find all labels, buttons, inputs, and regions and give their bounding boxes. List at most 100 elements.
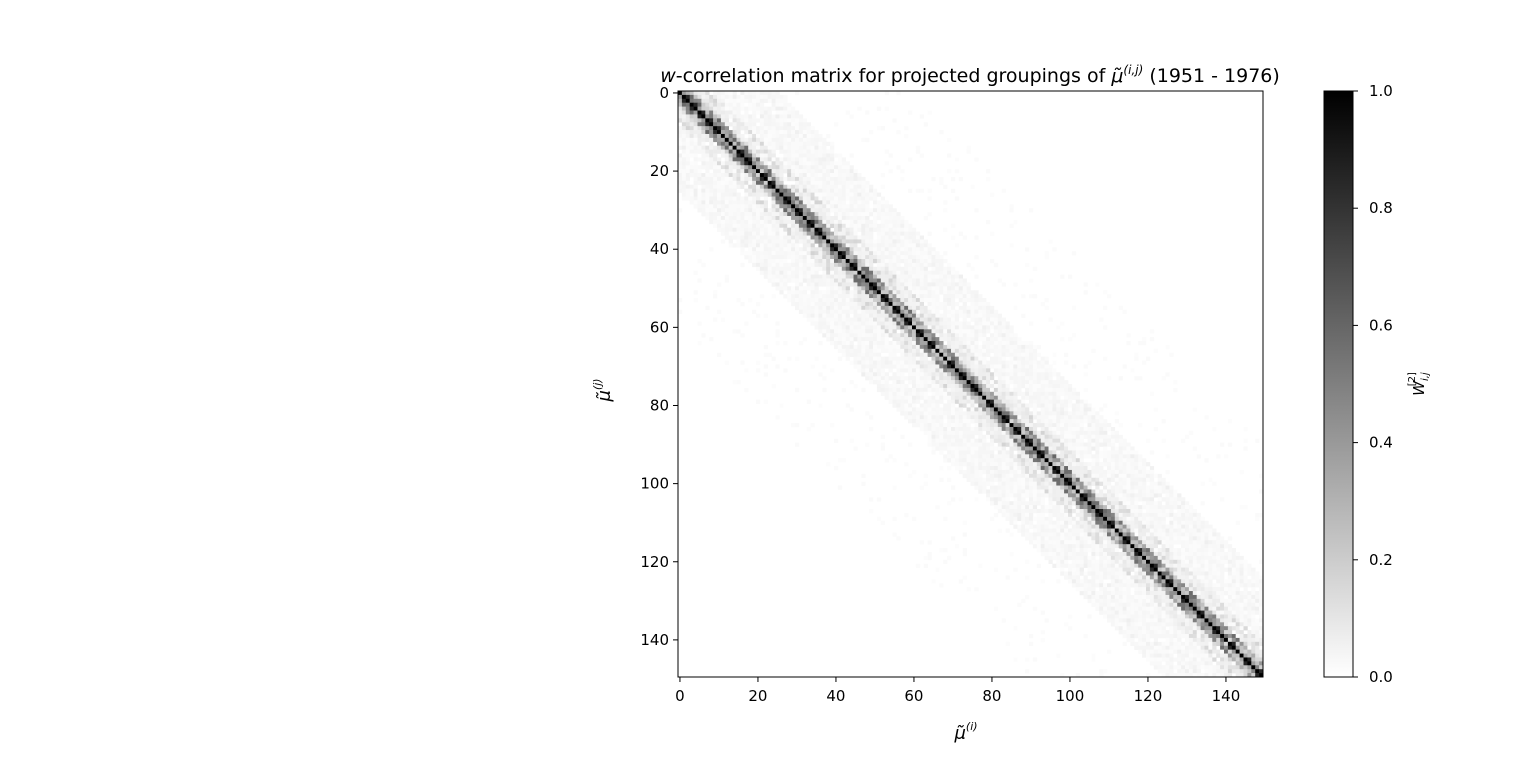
heatmap-cell [896,216,901,221]
heatmap-cell [861,364,866,369]
heatmap-cell [993,419,999,424]
heatmap-cell [849,348,854,354]
heatmap-cell [752,165,757,170]
heatmap-cell [1040,450,1045,455]
heatmap-cell [912,251,917,256]
heatmap-cell [728,106,733,111]
heatmap-cell [943,376,948,381]
heatmap-cell [1021,384,1026,389]
heatmap-cell [748,130,753,135]
heatmap-cell [826,227,831,232]
heatmap-cell [728,110,733,115]
heatmap-cell [1013,407,1018,412]
heatmap-cell [822,364,827,369]
heatmap-cell [880,360,885,365]
heatmap-cell [1134,469,1139,475]
heatmap-cell [896,325,901,330]
heatmap-cell [943,364,948,369]
heatmap-cell [1134,473,1139,479]
heatmap-cell [1087,481,1092,486]
heatmap-cell [865,325,870,330]
heatmap-cell [822,212,827,217]
heatmap-cell [845,196,850,201]
heatmap-cell [841,262,846,268]
heatmap-cell [904,352,909,357]
heatmap-cell [919,255,924,260]
heatmap-cell [1005,454,1010,459]
heatmap-cell [1032,450,1038,455]
heatmap-cell [869,251,874,256]
heatmap-cell [951,348,956,354]
heatmap-cell [709,196,714,201]
heatmap-cell [678,94,683,100]
heatmap-cell [884,106,889,111]
heatmap-cell [759,184,765,189]
heatmap-cell [1064,395,1069,400]
heatmap-cell [927,243,932,248]
heatmap-cell [931,329,936,334]
heatmap-cell [849,262,854,268]
heatmap-cell [1040,376,1045,381]
heatmap-cell [775,188,780,193]
heatmap-cell [810,204,815,209]
heatmap-cell [958,387,963,393]
heatmap-cell [865,301,870,307]
heatmap-cell [834,180,839,186]
heatmap-cell [763,239,768,244]
heatmap-cell [744,184,749,189]
heatmap-cell [853,305,858,311]
heatmap-cell [705,106,710,111]
heatmap-cell [837,270,843,275]
heatmap-cell [685,192,690,197]
heatmap-cell [892,231,897,236]
heatmap-cell [1025,481,1030,486]
heatmap-cell [1087,438,1092,443]
heatmap-cell [896,356,901,361]
heatmap-cell [697,341,702,346]
heatmap-cell [717,102,722,107]
heatmap-cell [857,360,862,365]
heatmap-cell [853,266,858,272]
heatmap-cell [756,173,761,178]
heatmap-cell [876,262,882,268]
heatmap-cell [798,149,804,154]
heatmap-cell [923,481,928,486]
heatmap-cell [728,227,733,232]
heatmap-cell [876,376,882,381]
heatmap-cell [814,266,819,272]
heatmap-cell [958,423,963,428]
heatmap-cell [752,262,757,268]
heatmap-cell [935,255,940,260]
heatmap-cell [822,321,827,326]
heatmap-cell [1021,391,1026,397]
heatmap-cell [713,153,718,158]
heatmap-cell [876,321,882,326]
heatmap-cell [845,180,850,186]
heatmap-cell [822,192,827,197]
heatmap-cell [1052,469,1057,475]
heatmap-cell [845,341,850,346]
heatmap-cell [1068,426,1073,432]
heatmap-cell [822,231,827,236]
heatmap-cell [892,317,897,322]
heatmap-cell [962,348,967,354]
heatmap-cell [1017,341,1022,346]
heatmap-cell [1048,423,1053,428]
heatmap-cell [709,200,714,205]
heatmap-cell [912,407,917,412]
heatmap-cell [724,91,729,96]
heatmap-cell [826,169,831,174]
heatmap-cell [873,223,878,229]
heatmap-cell [896,278,901,283]
heatmap-cell [681,173,687,178]
heatmap-cell [1146,469,1151,475]
heatmap-cell [830,258,835,264]
heatmap-cell [857,188,862,193]
heatmap-cell [982,423,987,428]
heatmap-cell [1103,477,1108,482]
heatmap-cell [915,298,921,303]
heatmap-cell [767,133,772,139]
heatmap-cell [756,216,761,221]
heatmap-cell [795,227,800,232]
heatmap-cell [814,223,819,229]
